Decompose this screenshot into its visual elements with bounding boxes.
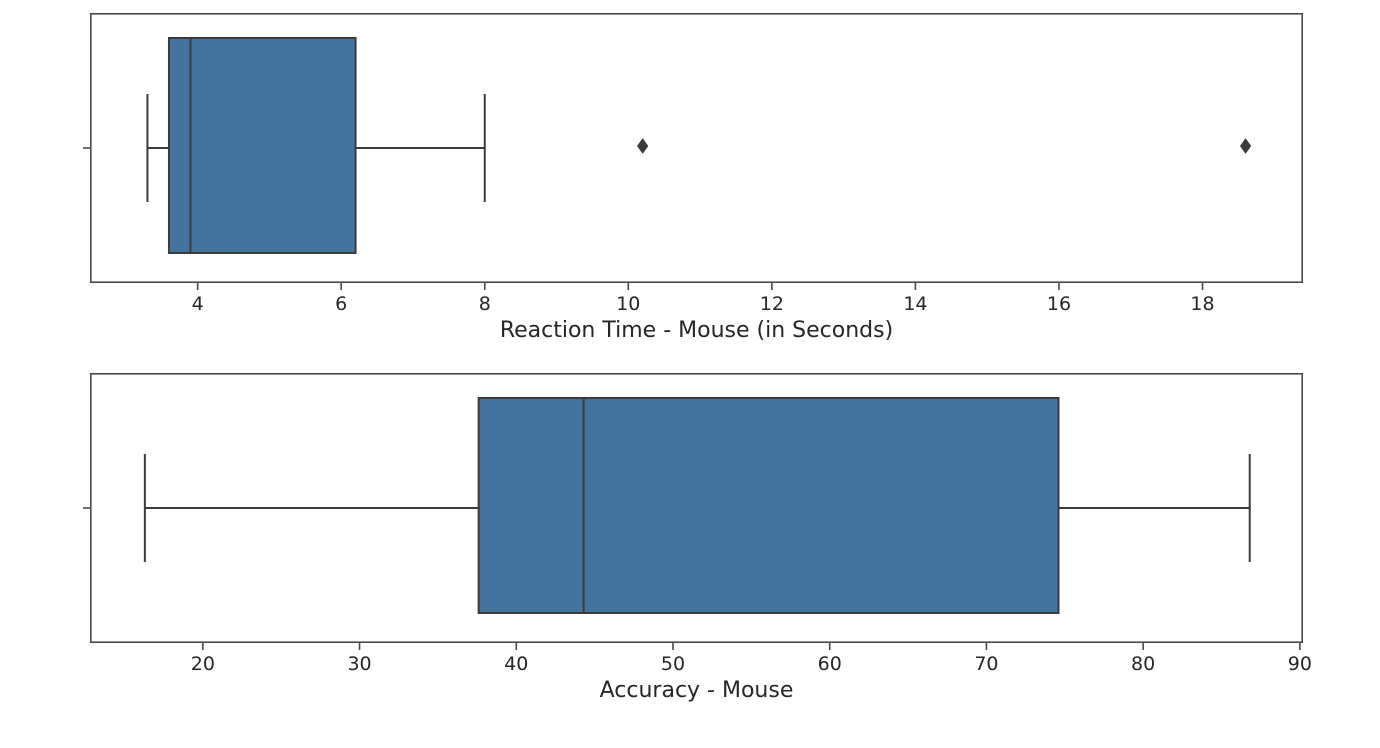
x-tick-label: 30 <box>347 653 371 675</box>
accuracy-xlabel: Accuracy - Mouse <box>599 678 794 703</box>
x-tick-label: 90 <box>1288 653 1312 675</box>
x-tick-label: 70 <box>974 653 998 675</box>
x-tick-label: 12 <box>760 293 784 315</box>
reaction-time-boxplot: 4 6 8 10 12 14 16 18 <box>83 13 1304 315</box>
outlier-diamond <box>637 138 649 154</box>
x-tick-label: 80 <box>1131 653 1155 675</box>
iqr-box <box>477 397 1060 614</box>
accuracy-boxplot: 20 30 40 50 60 70 80 90 <box>83 373 1312 675</box>
reaction-time-figure: 4 6 8 10 12 14 16 18 Reaction Time - Mouse (in … <box>83 13 1304 359</box>
outlier-diamond <box>1239 138 1252 154</box>
x-tick-label: 6 <box>335 293 347 315</box>
x-tick-label: 50 <box>661 653 685 675</box>
x-tick-label: 8 <box>479 293 491 315</box>
x-tick-label: 20 <box>191 653 215 675</box>
x-tick-label: 10 <box>616 293 640 315</box>
x-tick-label: 18 <box>1190 293 1214 315</box>
x-tick-label: 4 <box>192 293 204 315</box>
x-tick-label: 14 <box>903 293 927 315</box>
accuracy-figure: 20 30 40 50 60 70 80 90 Accuracy - Mouse <box>83 373 1312 719</box>
x-tick-label: 60 <box>818 653 842 675</box>
plot-border <box>90 373 1304 643</box>
x-tick-label: 16 <box>1047 293 1071 315</box>
plot-border <box>90 13 1304 283</box>
x-tick-label: 40 <box>504 653 528 675</box>
iqr-box <box>167 37 357 254</box>
reaction-time-xlabel: Reaction Time - Mouse (in Seconds) <box>499 318 894 343</box>
